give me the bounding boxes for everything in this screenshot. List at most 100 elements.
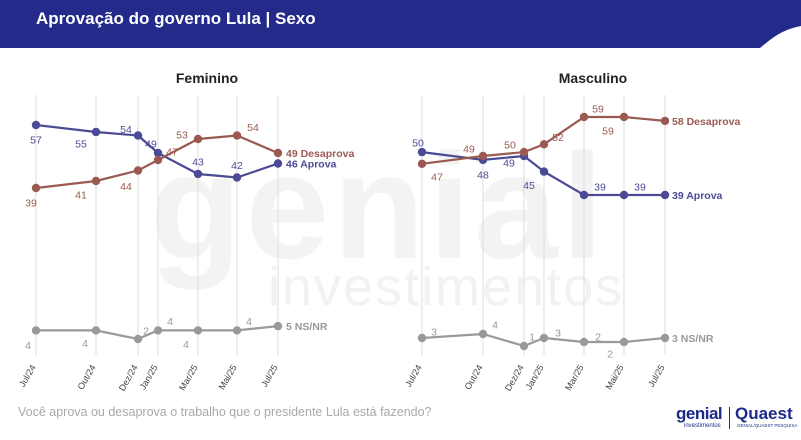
data-point-nsnr [417, 333, 427, 343]
data-point-nsnr [153, 326, 163, 335]
data-point-desaprova [519, 147, 529, 157]
data-point-nsnr [660, 333, 670, 343]
x-tick-label: Jul/25 [646, 363, 667, 389]
data-label-aprova: 48 [477, 169, 489, 181]
data-label-desaprova: 39 [25, 198, 37, 210]
data-label-nsnr: 4 [492, 320, 498, 332]
data-point-desaprova [273, 148, 283, 158]
page-title: Aprovação do governo Lula | Sexo [36, 9, 316, 28]
data-point-aprova [539, 167, 549, 176]
data-label-desaprova: 59 [602, 126, 614, 138]
survey-question: Você aprova ou desaprova o trabalho que … [18, 405, 432, 419]
data-label-aprova: 43 [192, 157, 204, 169]
data-point-desaprova [31, 183, 41, 193]
x-tick-label: Jul/24 [403, 363, 424, 389]
series-end-label-desaprova: 58 Desaprova [672, 116, 740, 128]
data-point-aprova [31, 120, 41, 130]
data-point-nsnr [133, 334, 143, 344]
series-end-label-nsnr: 3 NS/NR [672, 333, 714, 345]
series-end-label-aprova: 46 Aprova [286, 159, 337, 171]
data-label-aprova: 54 [120, 124, 132, 136]
data-label-desaprova: 44 [120, 181, 132, 193]
data-label-nsnr: 4 [25, 340, 31, 352]
data-label-desaprova: 50 [504, 140, 516, 152]
data-point-desaprova [232, 131, 242, 140]
quaest-logo-subtitle: GENIAL/QUAEST PESQUISA [737, 423, 798, 428]
data-label-desaprova: 47 [431, 171, 443, 183]
data-label-nsnr: 1 [529, 332, 535, 344]
data-label-aprova: 42 [231, 160, 243, 172]
data-point-nsnr [232, 326, 242, 335]
data-label-aprova: 50 [412, 138, 424, 150]
x-tick-label: Jan/25 [524, 363, 546, 391]
data-label-nsnr: 3 [431, 327, 437, 339]
data-point-nsnr [519, 341, 529, 351]
series-end-label-nsnr: 5 NS/NR [286, 321, 328, 333]
data-label-nsnr: 4 [183, 339, 189, 351]
data-label-nsnr: 2 [143, 326, 149, 338]
header-bar [0, 0, 801, 48]
x-tick-label: Mar/25 [563, 363, 586, 392]
data-point-aprova [133, 131, 143, 140]
data-label-desaprova: 49 [463, 144, 475, 156]
data-point-desaprova [478, 151, 488, 161]
data-point-aprova [193, 169, 203, 179]
data-label-desaprova: 41 [75, 190, 87, 202]
data-label-aprova: 49 [145, 139, 157, 151]
data-point-aprova [417, 147, 427, 157]
quaest-logo: Quaest [735, 404, 793, 423]
x-tick-label: Dez/24 [117, 363, 140, 393]
x-tick-label: Jul/25 [259, 363, 280, 389]
x-tick-label: Dez/24 [503, 363, 526, 393]
data-label-nsnr: 4 [246, 316, 252, 328]
x-tick-label: Mai/25 [604, 363, 626, 391]
chart-title: Masculino [559, 70, 627, 86]
data-point-aprova [579, 190, 589, 200]
data-label-nsnr: 4 [167, 316, 173, 328]
data-point-aprova [91, 127, 101, 137]
chart-title: Feminino [176, 70, 238, 86]
data-point-desaprova [153, 155, 163, 165]
genial-logo: genial [676, 404, 723, 423]
data-label-nsnr: 3 [555, 328, 561, 340]
data-point-aprova [232, 173, 242, 182]
x-tick-label: Jan/25 [138, 363, 160, 391]
data-point-desaprova [619, 112, 629, 122]
data-point-nsnr [579, 337, 589, 347]
data-label-aprova: 39 [634, 182, 646, 194]
data-label-aprova: 57 [30, 135, 42, 147]
data-point-nsnr [31, 326, 41, 335]
series-end-label-desaprova: 49 Desaprova [286, 148, 354, 160]
data-label-desaprova: 54 [247, 122, 259, 134]
x-tick-label: Out/24 [463, 363, 485, 391]
genial-logo-subtitle: investimentos [684, 423, 721, 429]
data-label-aprova: 39 [594, 182, 606, 194]
series-end-label-aprova: 39 Aprova [672, 190, 723, 202]
x-tick-label: Mar/25 [177, 363, 200, 392]
data-label-aprova: 49 [503, 158, 515, 170]
data-label-nsnr: 2 [595, 332, 601, 344]
data-point-aprova [273, 159, 283, 168]
data-point-aprova [619, 190, 629, 200]
data-point-nsnr [193, 326, 203, 335]
logo-divider [729, 407, 730, 429]
data-point-nsnr [619, 337, 629, 347]
data-point-aprova [660, 190, 670, 200]
data-point-desaprova [579, 112, 589, 122]
data-label-desaprova: 47 [166, 147, 178, 159]
data-point-nsnr [273, 321, 283, 331]
data-label-aprova: 55 [75, 139, 87, 151]
x-tick-label: Out/24 [76, 363, 98, 391]
data-label-desaprova: 52 [552, 132, 564, 144]
data-label-desaprova: 53 [176, 130, 188, 142]
data-label-aprova: 45 [523, 180, 535, 192]
data-point-desaprova [193, 134, 203, 144]
data-label-nsnr: 2 [607, 349, 613, 361]
data-point-desaprova [417, 159, 427, 168]
data-point-nsnr [91, 326, 101, 335]
data-point-nsnr [478, 329, 488, 339]
data-point-desaprova [539, 140, 549, 149]
data-label-nsnr: 4 [82, 338, 88, 350]
data-point-desaprova [91, 176, 101, 186]
